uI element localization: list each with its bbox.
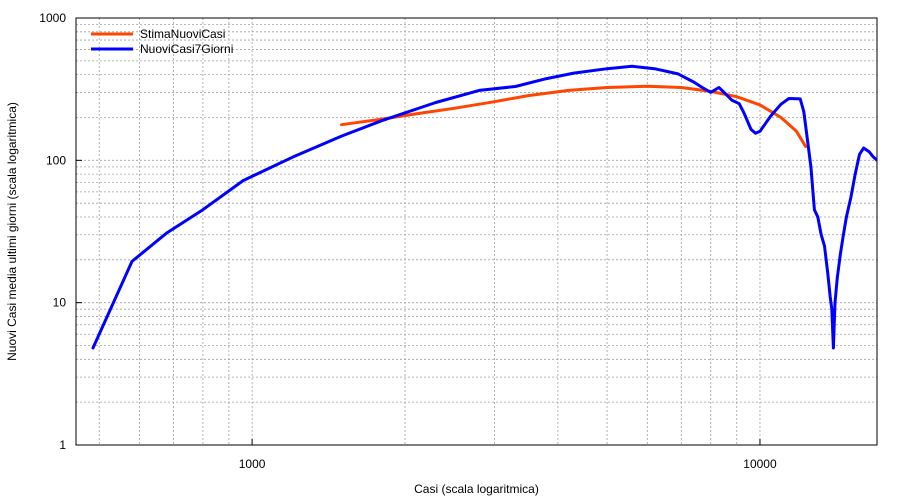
y-tick-label: 100	[46, 153, 66, 167]
series-line-1	[340, 84, 808, 148]
y-axis-label: Nuovi Casi media ultimi giorni (scala lo…	[5, 102, 19, 361]
series-line-2	[91, 64, 877, 350]
y-tick-label: 10	[53, 296, 67, 310]
x-tick-label: 10000	[743, 457, 777, 471]
y-tick-label: 1000	[39, 11, 66, 25]
y-tick-label: 1	[59, 438, 66, 452]
legend-label-2: NuoviCasi7Giorni	[140, 42, 233, 56]
plot-frame	[75, 17, 878, 446]
x-tick-label: 1000	[239, 457, 266, 471]
x-axis-label: Casi (scala logaritmica)	[414, 482, 539, 496]
legend-label-1: StimaNuoviCasi	[140, 27, 225, 41]
